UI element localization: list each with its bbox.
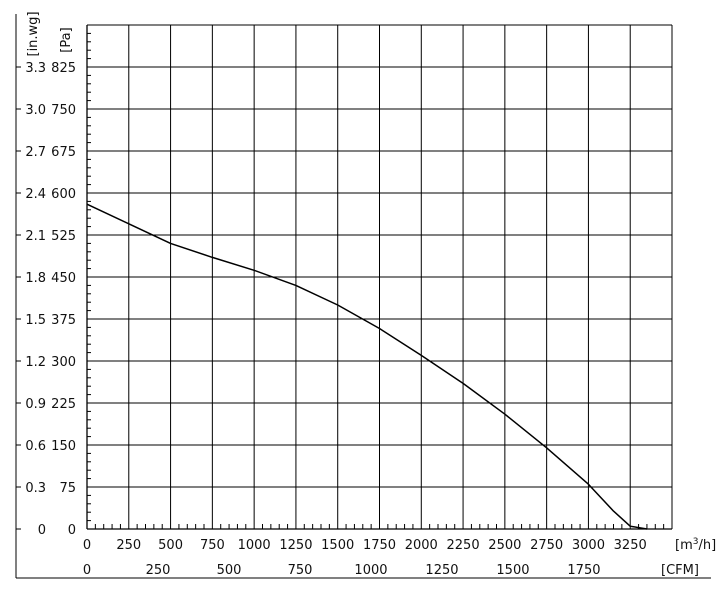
x-tick-label-cfm: 1750 [567,563,600,578]
x-tick-label-m3h: 750 [200,538,225,553]
grid [87,24,672,529]
x-tick-label-m3h: 1500 [321,538,354,553]
y-tick-label-pa: 450 [51,271,76,286]
x-tick-label-m3h: 1750 [363,538,396,553]
x-tick-label-cfm: 1500 [496,563,529,578]
x-unit-label-cfm: [CFM] [661,563,699,578]
y-tick-label-inwg: 1.8 [25,271,46,286]
y-tick-label-inwg: 2.1 [25,229,46,244]
axis-frame [15,14,711,579]
x-tick-label-cfm: 1000 [354,563,387,578]
x-tick-label-cfm: 1250 [425,563,458,578]
x-tick-label-m3h: 2000 [405,538,438,553]
y-tick-label-inwg: 3.0 [25,103,46,118]
x-tick-label-cfm: 0 [83,563,91,578]
fan-curve-line [86,203,648,530]
x-unit-label-m3h: [m3/h] [675,537,716,553]
y-tick-label-pa: 300 [51,355,76,370]
y-unit-label-pa: [Pa] [59,27,74,52]
x-tick-label-m3h: 2750 [530,538,563,553]
x-tick-label-m3h: 3000 [572,538,605,553]
x-tick-label-m3h: 250 [116,538,141,553]
y-tick-label-inwg: 0.3 [25,481,46,496]
y-tick-label-pa: 375 [51,313,76,328]
x-tick-label-cfm: 500 [217,563,242,578]
x-tick-label-m3h: 1250 [279,538,312,553]
x-tick-label-m3h: 3250 [614,538,647,553]
x-tick-label-m3h: 0 [83,538,91,553]
y-tick-label-pa: 225 [51,397,76,412]
x-tick-label-cfm: 250 [146,563,171,578]
y-tick-label-pa: 150 [51,439,76,454]
x-tick-label-m3h: 500 [158,538,183,553]
x-tick-label-m3h: 2500 [488,538,521,553]
y-tick-label-inwg: 3.3 [25,61,46,76]
tick-labels: 0 75 150 225 300 375 450 525 600 675 750 825 0 0.3 0.6… [25,11,716,578]
y-tick-label-pa: 750 [51,103,76,118]
y-tick-label-pa: 675 [51,145,76,160]
series-layer [86,203,648,530]
x-tick-label-m3h: 1000 [238,538,271,553]
y-tick-label-inwg: 0.9 [25,397,46,412]
y-tick-label-pa: 825 [51,61,76,76]
y-tick-label-pa: 75 [59,481,76,496]
y-tick-label-pa: 600 [51,187,76,202]
y-tick-label-pa: 0 [68,523,76,538]
x-tick-label-cfm: 750 [288,563,313,578]
y-tick-label-pa: 525 [51,229,76,244]
y-tick-label-inwg: 1.5 [25,313,46,328]
y-tick-label-inwg: 2.4 [25,187,46,202]
x-tick-label-m3h: 2250 [447,538,480,553]
y-unit-label-inwg: [in.wg] [26,11,41,56]
y-tick-label-inwg: 0.6 [25,439,46,454]
y-tick-label-inwg: 1.2 [25,355,46,370]
y-tick-label-inwg: 2.7 [25,145,46,160]
y-tick-label-inwg: 0 [38,523,46,538]
